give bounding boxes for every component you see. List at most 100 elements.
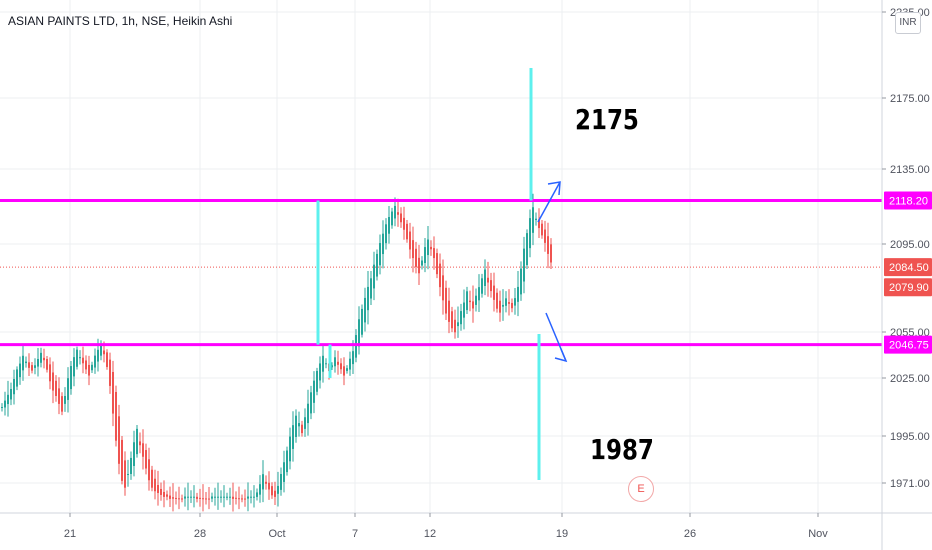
candle-down — [430, 246, 432, 250]
candle-up — [535, 218, 537, 221]
candle-up — [94, 355, 96, 368]
drawings — [316, 68, 568, 480]
candle-up — [529, 218, 531, 249]
candle-down — [31, 365, 33, 371]
candle-down — [175, 497, 177, 499]
candle-up — [16, 369, 18, 387]
candle-up — [517, 286, 519, 302]
candle-down — [166, 494, 168, 497]
candle-down — [151, 469, 153, 488]
candle-up — [253, 496, 255, 498]
candle-up — [286, 450, 288, 473]
candle-down — [157, 484, 159, 493]
candle-down — [397, 212, 399, 215]
price-tag-label: 2084.50 — [889, 262, 929, 274]
candle-down — [85, 360, 87, 370]
candle-up — [34, 365, 36, 368]
candle-up — [310, 392, 312, 414]
candle-down — [412, 240, 414, 259]
candle-up — [10, 389, 12, 400]
candle-down — [550, 244, 552, 263]
price-tag-label: 2046.75 — [889, 340, 929, 352]
candle-up — [190, 496, 192, 498]
candle-down — [106, 352, 108, 367]
arrow-down-head — [554, 348, 568, 363]
level-lines — [0, 199, 882, 347]
candle-down — [148, 459, 150, 481]
candle-down — [154, 478, 156, 492]
candle-down — [433, 248, 435, 259]
candle-up — [385, 224, 387, 244]
target-up-label: 2175 — [575, 103, 639, 136]
candle-up — [382, 233, 384, 255]
candle-down — [139, 441, 141, 446]
candle-up — [229, 496, 231, 498]
candle-down — [472, 301, 474, 309]
candle-down — [511, 302, 513, 309]
candle-up — [481, 278, 483, 294]
candle-down — [82, 357, 84, 364]
candle-up — [478, 287, 480, 301]
candle-up — [79, 357, 81, 359]
price-tag-label: 2079.90 — [889, 282, 929, 294]
candle-up — [331, 365, 333, 368]
earnings-icon[interactable]: E — [628, 476, 654, 502]
candle-down — [496, 292, 498, 309]
candle-down — [244, 498, 246, 500]
candle-up — [355, 335, 357, 358]
candle-down — [442, 275, 444, 301]
candle-up — [505, 298, 507, 306]
candle-up — [4, 400, 6, 408]
candle-up — [379, 243, 381, 266]
candle-down — [340, 363, 342, 370]
candle-down — [118, 416, 120, 464]
candle-up — [217, 496, 219, 498]
candle-down — [499, 300, 501, 313]
candle-down — [49, 364, 51, 382]
candle-down — [28, 362, 30, 368]
candle-down — [493, 285, 495, 300]
candle-up — [484, 269, 486, 287]
candle-down — [541, 223, 543, 236]
candle-down — [43, 357, 45, 361]
candle-down — [547, 236, 549, 254]
candle-down — [400, 213, 402, 223]
price-tag-box — [884, 258, 932, 277]
x-tick-label: 21 — [64, 528, 76, 540]
candle-up — [313, 380, 315, 403]
candle-down — [409, 231, 411, 250]
candle-up — [40, 352, 42, 363]
candle-down — [178, 498, 180, 500]
candles — [1, 193, 552, 512]
candle-down — [487, 277, 489, 283]
candle-up — [184, 496, 186, 499]
y-tick-label: 2095.00 — [890, 239, 930, 251]
candle-down — [109, 359, 111, 386]
candle-down — [112, 371, 114, 414]
candle-up — [133, 442, 135, 466]
candle-up — [193, 496, 195, 498]
candle-up — [466, 291, 468, 311]
candle-up — [262, 474, 264, 490]
candle-up — [388, 217, 390, 234]
candle-up — [367, 286, 369, 311]
candle-up — [277, 485, 279, 494]
price-tag-label: 2118.20 — [889, 196, 928, 208]
candle-down — [58, 388, 60, 404]
candle-down — [181, 498, 183, 500]
candle-up — [223, 496, 225, 498]
candle-down — [454, 319, 456, 333]
candle-up — [73, 357, 75, 377]
candle-up — [259, 484, 261, 495]
chart-title: ASIAN PAINTS LTD, 1h, NSE, Heikin Ashi — [8, 14, 233, 28]
candle-up — [358, 319, 360, 347]
candle-down — [55, 380, 57, 396]
candle-down — [544, 229, 546, 243]
currency-button[interactable]: INR — [895, 12, 921, 34]
y-tick-label: 2135.00 — [890, 164, 930, 176]
candle-up — [283, 462, 285, 482]
x-tick-label: 26 — [684, 528, 696, 540]
y-tick-label: 1995.00 — [890, 431, 930, 443]
